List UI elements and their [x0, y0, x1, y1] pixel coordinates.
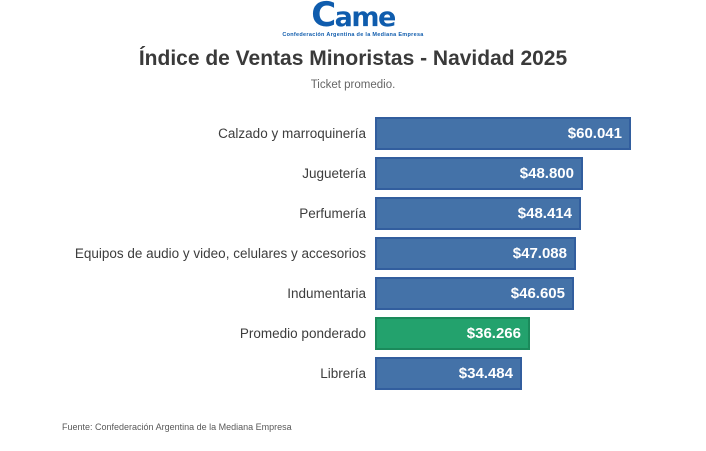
category-label: Librería [320, 365, 366, 381]
chart-title: Índice de Ventas Minoristas - Navidad 20… [138, 47, 568, 70]
bar-rows: Calzado y marroquinería $60.041 Juguetería… [0, 113, 706, 393]
bar: $34.484 [375, 356, 522, 390]
category-label: Juguetería [302, 165, 366, 181]
bar: $60.041 [375, 116, 631, 150]
category-label: Indumentaria [287, 285, 366, 301]
source-note: Fuente: Confederación Argentina de la Me… [62, 422, 292, 432]
value-label: $47.088 [512, 244, 567, 262]
bar: $48.800 [375, 156, 583, 190]
value-label: $48.800 [519, 164, 574, 182]
bar-row: Promedio ponderado $36.266 [0, 313, 706, 353]
bar-row: Librería $34.484 [0, 353, 706, 393]
value-label: $36.266 [466, 324, 521, 342]
category-label: Perfumería [299, 205, 366, 221]
bar-row: Juguetería $48.800 [0, 153, 706, 193]
category-label: Promedio ponderado [239, 325, 366, 341]
bar-row: Indumentaria $46.605 [0, 273, 706, 313]
came-logo: Came Confederación Argentina de la Media… [0, 0, 706, 38]
bar-row: Calzado y marroquinería $60.041 [0, 113, 706, 153]
bar-highlight: $36.266 [375, 316, 530, 350]
category-label: Calzado y marroquinería [218, 125, 366, 141]
chart-subtitle: Ticket promedio. [310, 79, 396, 91]
came-tagline: Confederación Argentina de la Mediana Em… [282, 32, 424, 38]
bar-row: Perfumería $48.414 [0, 193, 706, 233]
bar: $46.605 [375, 276, 574, 310]
category-label: Equipos de audio y video, celulares y ac… [74, 245, 366, 261]
value-label: $48.414 [517, 204, 572, 222]
bar-row: Equipos de audio y video, celulares y ac… [0, 233, 706, 273]
came-wordmark: Came [311, 0, 396, 35]
value-label: $34.484 [458, 364, 513, 382]
value-label: $60.041 [567, 124, 622, 142]
value-label: $46.605 [510, 284, 565, 302]
bar: $48.414 [375, 196, 581, 230]
bar: $47.088 [375, 236, 576, 270]
